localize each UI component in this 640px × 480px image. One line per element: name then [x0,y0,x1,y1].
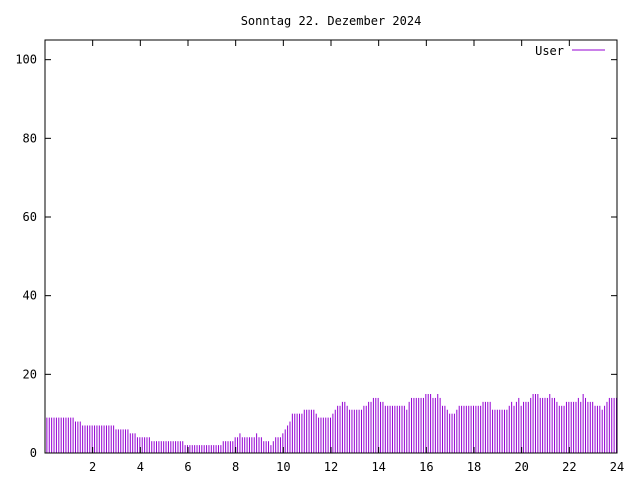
chart-title: Sonntag 22. Dezember 2024 [241,14,422,28]
x-tick-label-8: 18 [467,460,481,474]
x-tick-label-6: 14 [371,460,385,474]
plot-frame [44,39,618,454]
x-tick-label-2: 6 [184,460,191,474]
y-tick-label-1: 20 [23,367,37,381]
y-tick-label-2: 40 [23,289,37,303]
y-tick-label-5: 100 [15,53,37,67]
x-tick-label-0: 2 [89,460,96,474]
x-tick-label-10: 22 [562,460,576,474]
x-tick-label-4: 10 [276,460,290,474]
x-tick-label-5: 12 [324,460,338,474]
x-tick-label-7: 16 [419,460,433,474]
x-tick-label-11: 24 [610,460,624,474]
legend-label-user: User [535,44,564,58]
x-tick-label-1: 4 [137,460,144,474]
y-tick-label-3: 60 [23,210,37,224]
y-tick-label-4: 80 [23,131,37,145]
bar-series-user [46,394,617,453]
legend: User [535,44,605,58]
x-tick-label-9: 20 [514,460,528,474]
x-tick-label-3: 8 [232,460,239,474]
y-tick-label-0: 0 [30,446,37,460]
